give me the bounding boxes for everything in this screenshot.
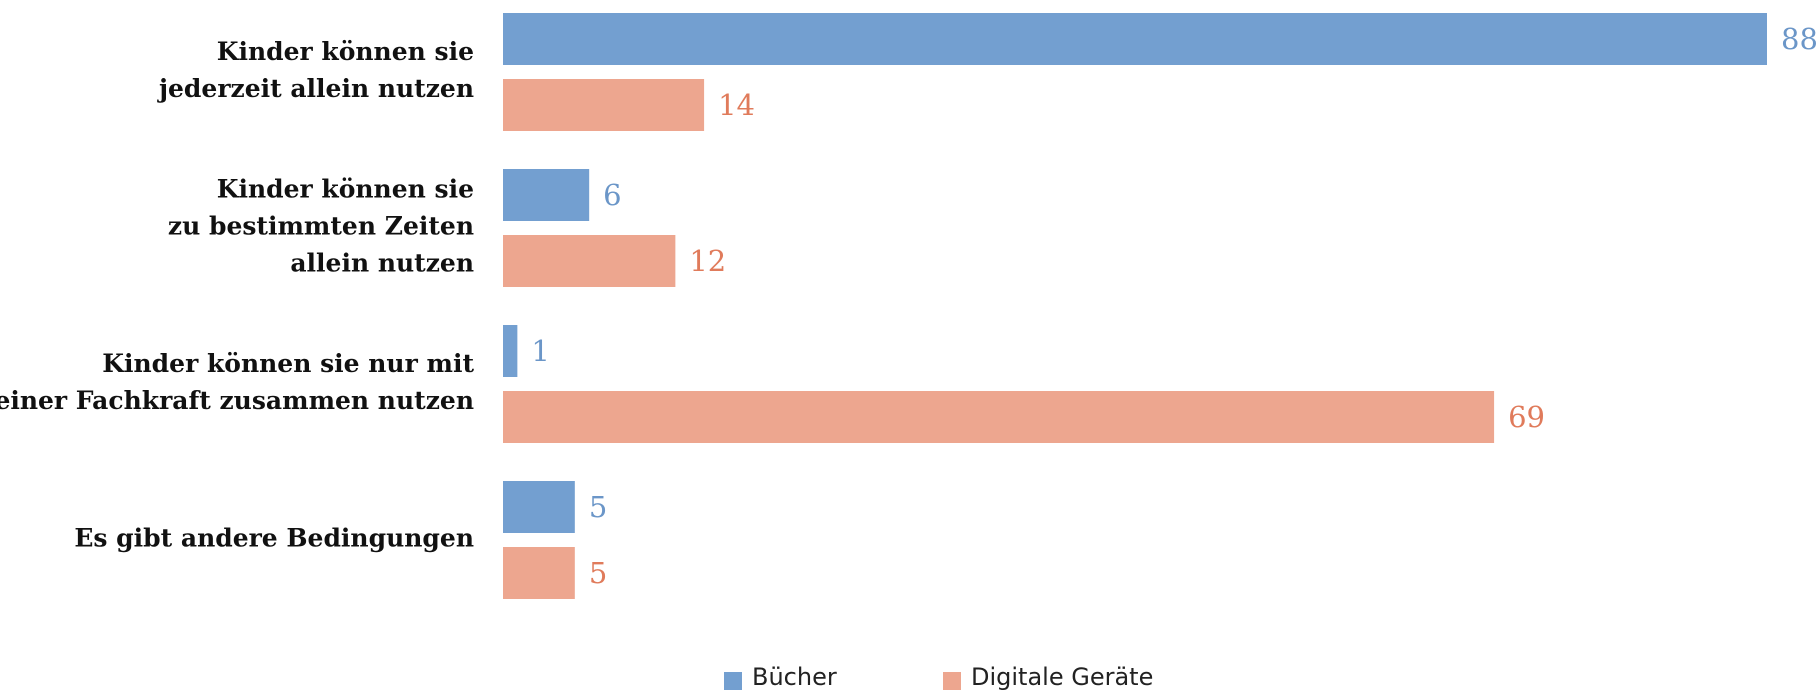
bar	[503, 325, 518, 377]
bar	[503, 169, 590, 221]
bar	[503, 391, 1495, 443]
value-label: 14	[718, 88, 755, 122]
bar	[503, 481, 575, 533]
category-label: allein nutzen	[290, 249, 474, 278]
legend-swatch	[724, 672, 742, 690]
bar	[503, 235, 676, 287]
value-label: 69	[1508, 400, 1545, 434]
category-label: einer Fachkraft zusammen nutzen	[0, 386, 474, 415]
category-label: Kinder können sie	[217, 175, 474, 204]
legend-label: Bücher	[752, 663, 837, 691]
bar	[503, 547, 575, 599]
legend-swatch	[943, 672, 961, 690]
value-label: 5	[589, 556, 607, 590]
value-label: 88	[1781, 22, 1818, 56]
value-label: 5	[589, 490, 607, 524]
category-label: Es gibt andere Bedingungen	[74, 524, 474, 553]
bar	[503, 79, 705, 131]
legend-label: Digitale Geräte	[971, 663, 1153, 691]
category-label: Kinder können sie	[217, 37, 474, 66]
category-label: jederzeit allein nutzen	[157, 74, 474, 103]
bar	[503, 13, 1767, 65]
category-label: Kinder können sie nur mit	[102, 349, 474, 378]
value-label: 1	[531, 334, 549, 368]
category-label: zu bestimmten Zeiten	[168, 212, 474, 241]
value-label: 12	[689, 244, 726, 278]
value-label: 6	[603, 178, 621, 212]
